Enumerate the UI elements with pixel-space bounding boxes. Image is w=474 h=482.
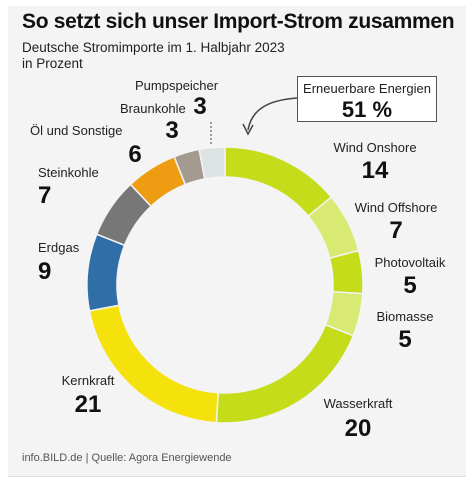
- slice-value: 14: [362, 157, 389, 184]
- subtitle-line-1: Deutsche Stromimporte im 1. Halbjahr 202…: [22, 40, 285, 55]
- slice-label: Wind Offshore: [355, 200, 438, 215]
- slice-value: 3: [193, 93, 206, 120]
- slice-label: Erdgas: [38, 240, 80, 255]
- slice-value: 5: [403, 272, 416, 299]
- slice-label: Kernkraft: [62, 373, 115, 388]
- chart-title: So setzt sich unser Import-Strom zusamme…: [22, 10, 455, 33]
- callout-arrow: [247, 97, 298, 131]
- slice-value: 7: [38, 182, 51, 209]
- slice-label: Öl und Sonstige: [30, 123, 123, 138]
- renewables-callout: Erneuerbare Energien 51 %: [297, 76, 437, 122]
- donut-slices: [86, 146, 364, 424]
- subtitle-line-2: in Prozent: [22, 56, 83, 71]
- slice-pumpspeicher: [198, 146, 226, 180]
- slice-erdgas: [86, 233, 126, 312]
- slice-value: 20: [345, 415, 372, 442]
- slice-label: Steinkohle: [38, 165, 99, 180]
- slice-label: Wasserkraft: [324, 396, 393, 411]
- slice-value: 3: [165, 117, 178, 144]
- slice-value: 9: [38, 258, 51, 285]
- source-footer: info.BILD.de | Quelle: Agora Energiewend…: [22, 452, 232, 464]
- slice-value: 5: [398, 326, 411, 353]
- slice-label: Pumpspeicher: [135, 78, 219, 93]
- chart-subtitle: Deutsche Stromimporte im 1. Halbjahr 202…: [22, 40, 285, 72]
- slice-wind-onshore: [224, 146, 333, 218]
- slice-label: Photovoltaik: [375, 255, 446, 270]
- callout-label: Erneuerbare Energien: [303, 81, 431, 96]
- slice-value: 6: [128, 141, 141, 168]
- slice-value: 7: [389, 217, 402, 244]
- slice-kernkraft: [88, 304, 220, 424]
- slice-labels: Wind Onshore 14 Wind Offshore 7 Photovoltaik…: [30, 78, 446, 442]
- slice-label: Biomasse: [376, 309, 433, 324]
- slice-photovoltaik: [328, 249, 364, 295]
- slice-label: Braunkohle: [120, 101, 186, 116]
- slice-value: 21: [75, 391, 102, 418]
- callout-arrow-head: [242, 123, 254, 136]
- slice-label: Wind Onshore: [333, 140, 416, 155]
- callout-value: 51 %: [341, 97, 393, 122]
